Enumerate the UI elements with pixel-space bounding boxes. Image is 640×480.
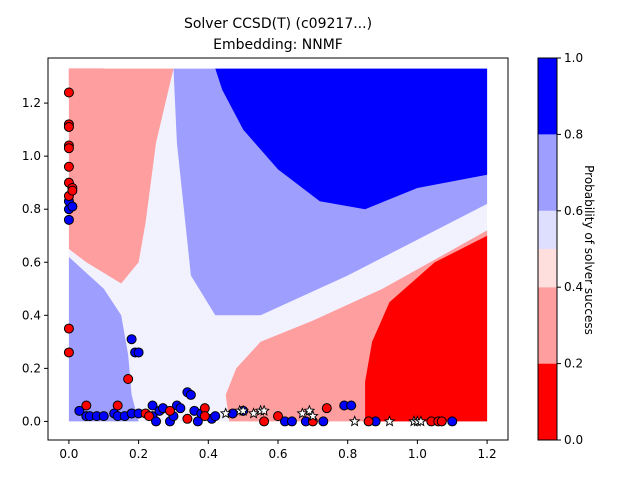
y-axis: 0.0 0.2 0.4 0.6 0.8 1.0 1.2 bbox=[22, 96, 48, 428]
colorbar-tick-label: 0.2 bbox=[564, 357, 583, 371]
y-tick-label: 1.2 bbox=[22, 96, 41, 110]
star-point bbox=[247, 407, 260, 419]
scatter-point bbox=[112, 400, 123, 411]
scatter-point bbox=[123, 373, 134, 384]
y-tick-label: 0.0 bbox=[22, 414, 41, 428]
scatter-point bbox=[63, 214, 74, 225]
scatter-point bbox=[63, 323, 74, 334]
scatter-point bbox=[164, 405, 175, 416]
colorbar-frame bbox=[537, 57, 558, 441]
scatter-point bbox=[63, 161, 74, 172]
star-point bbox=[414, 415, 427, 427]
star-point bbox=[348, 415, 361, 427]
x-tick-label: 0.0 bbox=[59, 447, 78, 461]
scatter-point bbox=[151, 416, 162, 427]
star-point bbox=[306, 409, 319, 422]
scatter-point bbox=[363, 416, 374, 427]
star-point bbox=[237, 404, 250, 416]
y-tick-label: 1.0 bbox=[22, 149, 41, 163]
y-tick-label: 0.8 bbox=[22, 202, 41, 216]
colorbar-tick-label: 0.0 bbox=[564, 433, 583, 447]
star-point bbox=[219, 407, 232, 419]
x-tick-label: 1.0 bbox=[408, 447, 427, 461]
star-point bbox=[296, 407, 309, 419]
scatter-point bbox=[273, 411, 283, 422]
scatter-point bbox=[67, 185, 78, 196]
colorbar-tick-label: 0.6 bbox=[564, 204, 583, 218]
scatter-point bbox=[98, 411, 109, 422]
scatter-point bbox=[318, 416, 329, 427]
y-tick-label: 0.2 bbox=[22, 361, 41, 375]
scatter-point bbox=[286, 416, 297, 427]
colorbar-band bbox=[538, 287, 557, 364]
scatter-point bbox=[199, 411, 210, 422]
x-tick-label: 1.2 bbox=[478, 447, 497, 461]
y-tick-label: 0.6 bbox=[22, 255, 41, 269]
x-tick-label: 0.8 bbox=[338, 447, 357, 461]
scatter-point bbox=[133, 347, 144, 358]
scatter-point bbox=[67, 201, 78, 212]
surface-region-6 bbox=[365, 235, 488, 422]
colorbar-band bbox=[538, 249, 557, 288]
scatter-point bbox=[321, 403, 332, 414]
scatter-point bbox=[436, 416, 447, 427]
probability-surface bbox=[68, 68, 488, 422]
x-tick-label: 0.4 bbox=[199, 447, 218, 461]
colorbar-label: Probability of solver success bbox=[582, 165, 596, 335]
colorbar-band bbox=[538, 58, 557, 135]
scatter-point bbox=[182, 413, 193, 424]
scatter-point bbox=[259, 416, 270, 427]
colorbar-band bbox=[538, 363, 557, 440]
scatter-point bbox=[447, 416, 458, 427]
scatter-point bbox=[63, 347, 74, 358]
y-tick-label: 0.4 bbox=[22, 308, 41, 322]
scatter-point bbox=[144, 411, 155, 422]
surface-region-1 bbox=[68, 68, 174, 284]
chart-subtitle: Embedding: NNMF bbox=[213, 37, 343, 53]
scatter-point bbox=[210, 411, 221, 422]
scatter-point bbox=[175, 403, 186, 414]
surface-region-4 bbox=[215, 68, 488, 210]
scatter-point bbox=[63, 87, 74, 98]
scatter-point bbox=[126, 334, 137, 345]
x-tick-label: 0.2 bbox=[129, 447, 148, 461]
x-axis: 0.0 0.2 0.4 0.6 0.8 1.0 1.2 bbox=[59, 440, 497, 461]
star-point bbox=[303, 404, 316, 416]
scatter-point bbox=[81, 400, 92, 411]
star-point bbox=[258, 404, 270, 416]
colorbar-tick-label: 0.4 bbox=[564, 280, 583, 294]
colorbar-tick-label: 0.8 bbox=[564, 127, 583, 141]
scatter-point bbox=[147, 400, 158, 411]
colorbar-band bbox=[538, 210, 557, 249]
data-points bbox=[63, 87, 458, 427]
scatter-point bbox=[63, 121, 74, 132]
star-point bbox=[383, 415, 396, 427]
x-tick-label: 0.6 bbox=[268, 447, 287, 461]
scatter-point bbox=[74, 405, 85, 416]
surface-region-2 bbox=[68, 257, 139, 422]
scatter-point bbox=[346, 400, 357, 411]
colorbar: 0.0 0.2 0.4 0.6 0.8 1.0 bbox=[537, 51, 583, 447]
scatter-point bbox=[185, 389, 196, 400]
scatter-point bbox=[63, 143, 74, 154]
chart-title: Solver CCSD(T) (c09217...) bbox=[184, 16, 372, 32]
colorbar-tick-label: 1.0 bbox=[564, 51, 583, 65]
colorbar-band bbox=[538, 134, 557, 211]
